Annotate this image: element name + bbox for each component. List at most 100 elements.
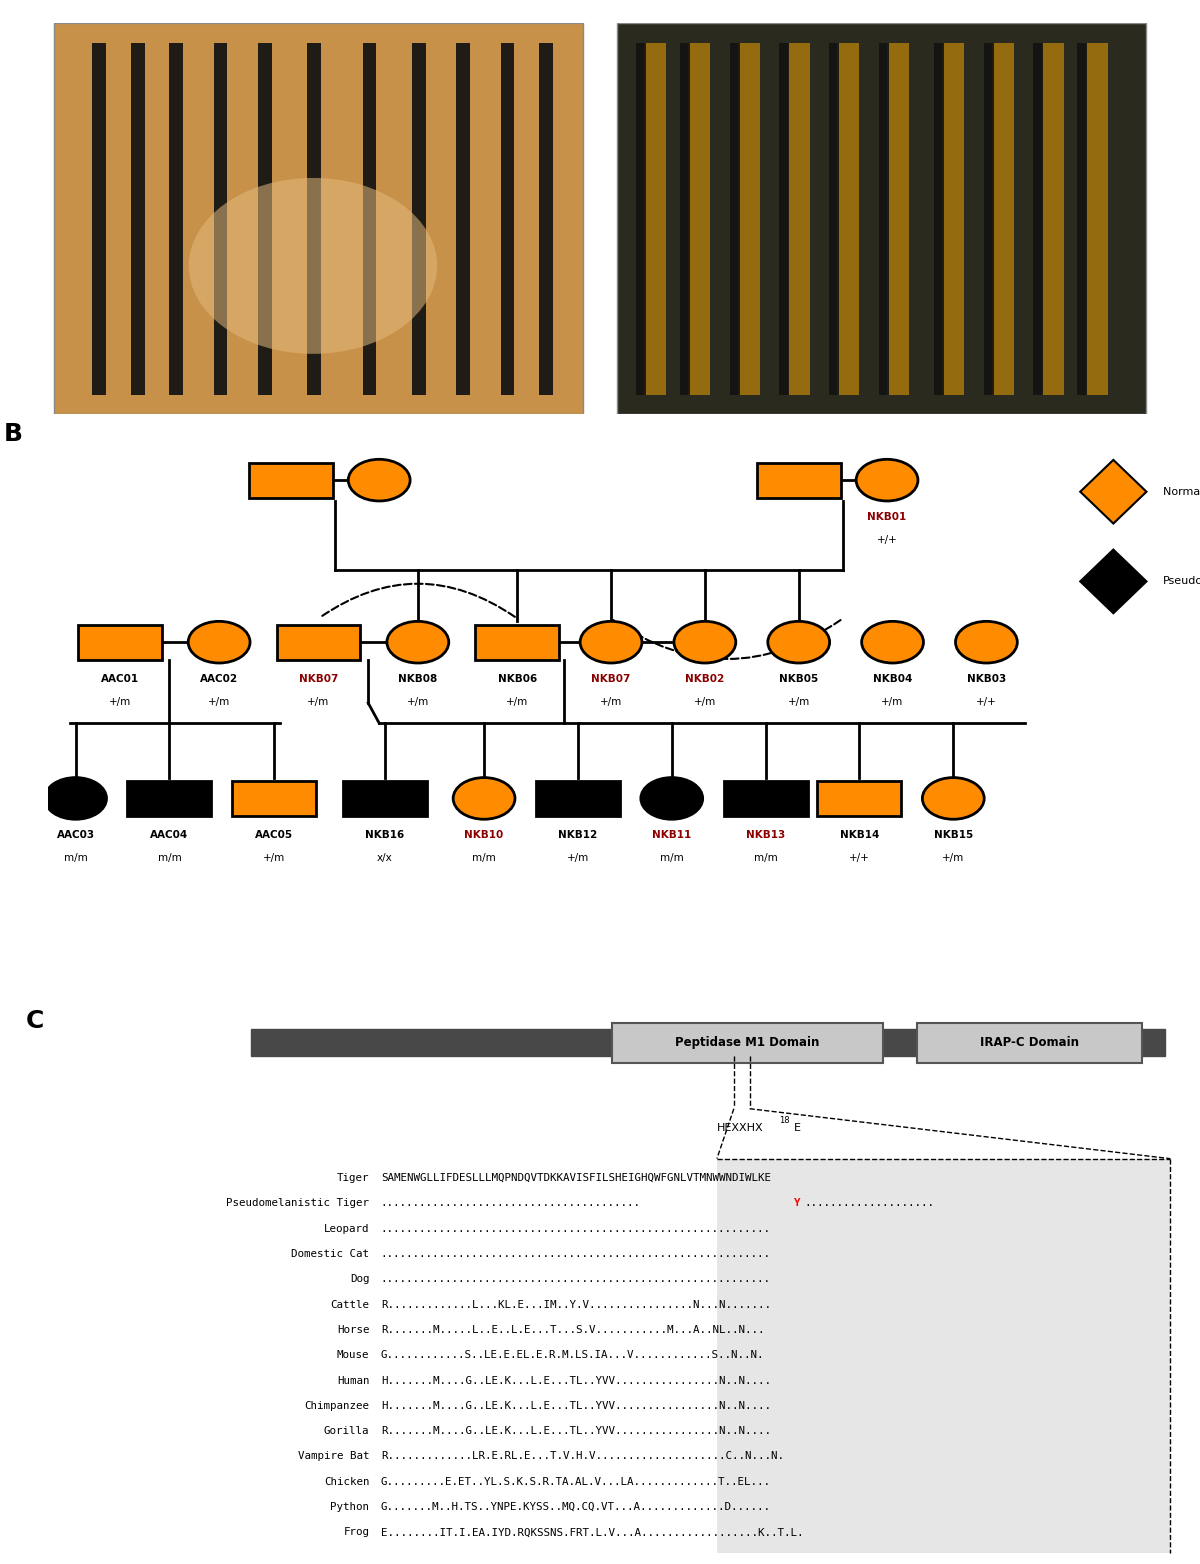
Text: NKB02: NKB02 — [685, 674, 725, 683]
Bar — [343, 780, 427, 816]
Text: +/m: +/m — [882, 698, 904, 707]
Text: Python: Python — [330, 1501, 370, 1512]
Text: NKB10: NKB10 — [464, 830, 504, 840]
Text: m/m: m/m — [660, 854, 684, 863]
Bar — [878, 42, 889, 394]
Text: +/m: +/m — [208, 698, 230, 707]
Bar — [233, 780, 317, 816]
Bar — [1078, 42, 1087, 394]
Text: NKB03: NKB03 — [967, 674, 1006, 683]
Bar — [716, 1159, 1170, 1553]
Text: +/m: +/m — [109, 698, 131, 707]
Polygon shape — [1080, 549, 1146, 613]
Bar — [617, 23, 1146, 414]
Bar — [992, 42, 1014, 394]
Text: R.......M....G..LE.K...L.E...TL..YVV................N..N....: R.......M....G..LE.K...L.E...TL..YVV....… — [380, 1426, 770, 1436]
Text: +/+: +/+ — [877, 535, 898, 546]
Bar — [131, 42, 145, 394]
Text: AAC03: AAC03 — [56, 830, 95, 840]
Text: B: B — [4, 422, 23, 446]
Text: Y: Y — [793, 1198, 800, 1209]
Text: NKB04: NKB04 — [872, 674, 912, 683]
Text: NKB16: NKB16 — [365, 830, 404, 840]
Text: m/m: m/m — [473, 854, 496, 863]
Text: C: C — [25, 1009, 44, 1032]
Text: ........................................: ........................................ — [380, 1198, 641, 1209]
Text: Normal Paŧern: Normal Paŧern — [1163, 486, 1200, 497]
Text: m/m: m/m — [64, 854, 88, 863]
Bar — [817, 780, 901, 816]
Text: E: E — [793, 1123, 800, 1132]
Text: Horse: Horse — [337, 1325, 370, 1336]
Ellipse shape — [454, 777, 515, 820]
Bar — [984, 42, 994, 394]
Text: Vampire Bat: Vampire Bat — [298, 1451, 370, 1461]
Bar — [500, 42, 515, 394]
Text: Pseudomelanisŧc: Pseudomelanisŧc — [1163, 577, 1200, 586]
Text: G.......M..H.TS..YNPE.KYSS..MQ.CQ.VT...A.............D......: G.......M..H.TS..YNPE.KYSS..MQ.CQ.VT...A… — [380, 1501, 770, 1512]
Bar — [1033, 42, 1043, 394]
Text: AAC01: AAC01 — [101, 674, 139, 683]
Bar — [127, 780, 211, 816]
Bar — [780, 42, 790, 394]
Bar — [787, 42, 810, 394]
Bar — [829, 42, 839, 394]
Text: Dog: Dog — [350, 1275, 370, 1284]
Bar — [680, 42, 690, 394]
Text: HEXXHX: HEXXHX — [716, 1123, 763, 1132]
Text: Cattle: Cattle — [330, 1300, 370, 1309]
Bar — [636, 42, 646, 394]
Text: NKB13: NKB13 — [746, 830, 785, 840]
Text: A: A — [26, 0, 46, 3]
Bar — [92, 42, 106, 394]
Bar — [413, 42, 426, 394]
Bar — [258, 42, 271, 394]
Text: NKB12: NKB12 — [558, 830, 598, 840]
Bar — [536, 780, 620, 816]
Bar — [724, 780, 808, 816]
Text: Frog: Frog — [343, 1528, 370, 1537]
Bar — [887, 42, 910, 394]
Text: Human: Human — [337, 1376, 370, 1386]
Text: Chicken: Chicken — [324, 1476, 370, 1487]
Text: NKB08: NKB08 — [398, 674, 438, 683]
Text: +/m: +/m — [566, 854, 589, 863]
Bar — [362, 42, 377, 394]
Bar — [214, 42, 228, 394]
Text: ............................................................: ........................................… — [380, 1275, 770, 1284]
Text: +/m: +/m — [942, 854, 965, 863]
Text: G............S..LE.E.EL.E.R.M.LS.IA...V............S..N..N.: G............S..LE.E.EL.E.R.M.LS.IA...V.… — [380, 1350, 764, 1361]
Ellipse shape — [188, 621, 250, 663]
Text: R.......M.....L..E..L.E...T...S.V...........M...A..NL..N...: R.......M.....L..E..L.E...T...S.V.......… — [380, 1325, 764, 1336]
Text: NKB06: NKB06 — [498, 674, 536, 683]
Text: +/+: +/+ — [850, 854, 870, 863]
Bar — [917, 1023, 1142, 1062]
Text: +/m: +/m — [506, 698, 528, 707]
Bar — [1086, 42, 1108, 394]
Text: H.......M....G..LE.K...L.E...TL..YVV................N..N....: H.......M....G..LE.K...L.E...TL..YVV....… — [380, 1401, 770, 1411]
Text: NKB11: NKB11 — [652, 830, 691, 840]
Ellipse shape — [188, 178, 437, 353]
Text: E........IT.I.EA.IYD.RQKSSNS.FRT.L.V...A..................K..T.L.: E........IT.I.EA.IYD.RQKSSNS.FRT.L.V...A… — [380, 1528, 803, 1537]
Ellipse shape — [44, 777, 107, 820]
Bar — [539, 42, 553, 394]
Bar — [248, 463, 332, 497]
Text: Leopard: Leopard — [324, 1223, 370, 1234]
Bar — [942, 42, 965, 394]
Bar — [838, 42, 859, 394]
Text: x/x: x/x — [377, 854, 392, 863]
Text: +/m: +/m — [787, 698, 810, 707]
Bar — [757, 463, 841, 497]
Text: R.............L...KL.E...IM..Y.V................N...N.......: R.............L...KL.E...IM..Y.V........… — [380, 1300, 770, 1309]
Ellipse shape — [862, 621, 924, 663]
Text: NKB01: NKB01 — [868, 511, 907, 522]
Text: Tiger: Tiger — [337, 1173, 370, 1182]
Ellipse shape — [641, 777, 703, 820]
Text: +/m: +/m — [307, 698, 330, 707]
Text: m/m: m/m — [754, 854, 778, 863]
Ellipse shape — [674, 621, 736, 663]
Text: Gorilla: Gorilla — [324, 1426, 370, 1436]
Text: +/m: +/m — [263, 854, 286, 863]
Ellipse shape — [955, 621, 1018, 663]
Bar — [456, 42, 470, 394]
